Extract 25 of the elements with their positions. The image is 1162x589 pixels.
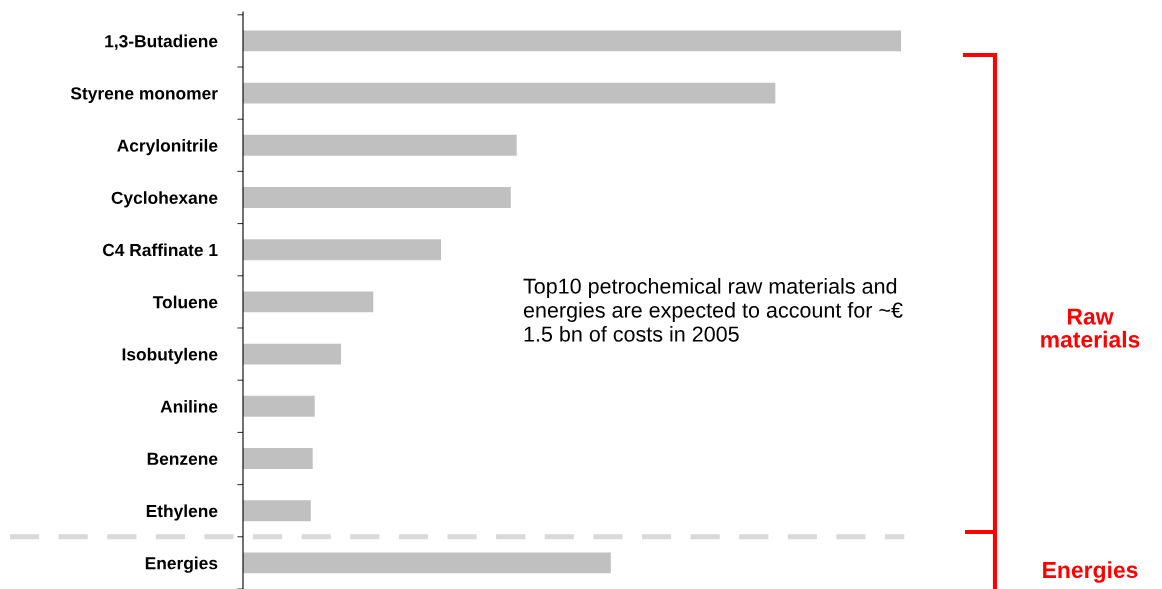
y-tick-label: Benzene xyxy=(147,452,218,465)
annotation: Top10 petrochemical raw materials and energies are expected to account for ~€ 1.5 bn of costs in 2005 xyxy=(523,278,903,342)
bar xyxy=(243,395,315,417)
bar xyxy=(243,448,313,469)
y-tick-label: Styrene monomer xyxy=(70,87,218,103)
bar xyxy=(243,500,311,522)
bar xyxy=(243,30,901,52)
y-tick-label: Isobutylene xyxy=(122,347,218,364)
bar xyxy=(243,187,511,208)
y-tick-label: Acrylonitrile xyxy=(117,139,218,156)
y-tick-label: Ethylene xyxy=(146,504,218,521)
y-tick-label: C4 Raffinate 1 xyxy=(102,243,218,257)
y-tick-label: 1,3-Butadiene xyxy=(105,34,218,50)
bar xyxy=(243,239,442,261)
y-tick-label: Cyclohexane xyxy=(111,191,218,208)
bar xyxy=(243,343,342,365)
bar xyxy=(243,291,374,313)
bar xyxy=(243,134,517,156)
text: Raw materials xyxy=(1041,308,1140,348)
y-tick-label: Toluene xyxy=(152,295,218,309)
y-tick-label: Energies xyxy=(145,556,218,573)
y-tick-label: Aniline xyxy=(160,400,218,413)
bar xyxy=(243,82,776,104)
bar xyxy=(243,552,611,574)
text: Energies xyxy=(1043,561,1138,583)
